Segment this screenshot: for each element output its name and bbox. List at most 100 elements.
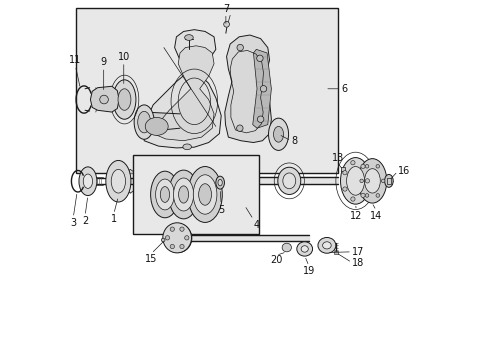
Circle shape <box>184 236 189 240</box>
FancyBboxPatch shape <box>133 155 258 234</box>
Ellipse shape <box>277 167 300 194</box>
Ellipse shape <box>145 117 168 135</box>
Ellipse shape <box>163 223 191 253</box>
Ellipse shape <box>111 170 125 193</box>
Circle shape <box>375 165 379 168</box>
Ellipse shape <box>113 80 136 119</box>
Ellipse shape <box>79 167 97 195</box>
Text: 7: 7 <box>223 4 228 14</box>
Ellipse shape <box>173 178 193 211</box>
Circle shape <box>165 236 169 240</box>
Text: 11: 11 <box>69 55 81 66</box>
Ellipse shape <box>184 35 193 40</box>
Text: 14: 14 <box>369 211 382 221</box>
Text: 6: 6 <box>341 84 346 94</box>
Ellipse shape <box>164 224 191 252</box>
Circle shape <box>342 187 346 191</box>
Text: 9: 9 <box>101 57 106 67</box>
Ellipse shape <box>118 89 131 110</box>
Polygon shape <box>224 35 271 143</box>
Circle shape <box>236 125 243 131</box>
Circle shape <box>360 193 365 198</box>
Circle shape <box>161 238 164 242</box>
Bar <box>386 178 390 184</box>
Text: 20: 20 <box>269 255 282 265</box>
Ellipse shape <box>134 105 154 139</box>
Ellipse shape <box>346 167 364 195</box>
Circle shape <box>180 228 184 232</box>
Bar <box>340 167 344 171</box>
Text: 4: 4 <box>253 220 259 230</box>
Circle shape <box>184 236 188 240</box>
Polygon shape <box>252 49 271 128</box>
Circle shape <box>171 228 176 232</box>
Circle shape <box>170 227 174 231</box>
Text: 12: 12 <box>349 211 362 221</box>
Text: 18: 18 <box>351 257 364 267</box>
Circle shape <box>260 86 266 92</box>
Circle shape <box>375 194 379 197</box>
Circle shape <box>350 197 354 201</box>
Text: 1: 1 <box>110 214 117 224</box>
Ellipse shape <box>150 171 179 218</box>
Ellipse shape <box>384 174 392 187</box>
Text: 13: 13 <box>331 153 343 163</box>
Circle shape <box>180 227 184 231</box>
Circle shape <box>381 179 384 183</box>
Ellipse shape <box>215 176 224 189</box>
Ellipse shape <box>301 246 307 252</box>
Polygon shape <box>90 86 119 112</box>
Ellipse shape <box>187 167 222 222</box>
Circle shape <box>100 95 108 104</box>
Bar <box>333 251 337 253</box>
Ellipse shape <box>183 144 191 150</box>
Text: 19: 19 <box>302 266 314 276</box>
Ellipse shape <box>317 238 335 253</box>
Circle shape <box>350 161 354 165</box>
Ellipse shape <box>178 186 188 203</box>
FancyBboxPatch shape <box>76 8 337 173</box>
Text: 10: 10 <box>118 52 130 62</box>
Circle shape <box>224 21 229 27</box>
Ellipse shape <box>138 111 150 133</box>
Ellipse shape <box>282 173 295 189</box>
Ellipse shape <box>364 169 380 193</box>
Text: 2: 2 <box>82 216 88 226</box>
Ellipse shape <box>160 186 169 202</box>
Polygon shape <box>153 46 214 141</box>
Circle shape <box>180 244 184 249</box>
Ellipse shape <box>282 243 291 252</box>
Text: 17: 17 <box>351 247 364 257</box>
Circle shape <box>256 55 263 62</box>
Circle shape <box>170 244 174 249</box>
Ellipse shape <box>193 175 217 214</box>
Text: 8: 8 <box>290 136 297 146</box>
Ellipse shape <box>357 159 386 203</box>
Text: 15: 15 <box>145 253 157 264</box>
Ellipse shape <box>198 184 211 205</box>
Circle shape <box>167 236 171 240</box>
Ellipse shape <box>168 170 198 219</box>
Ellipse shape <box>105 161 131 202</box>
Text: 16: 16 <box>397 166 409 176</box>
Ellipse shape <box>155 179 174 210</box>
Circle shape <box>360 164 365 168</box>
Circle shape <box>342 171 346 175</box>
Ellipse shape <box>218 179 222 186</box>
Circle shape <box>359 179 363 183</box>
Circle shape <box>365 179 369 183</box>
Ellipse shape <box>273 126 283 142</box>
Circle shape <box>237 44 243 51</box>
Circle shape <box>180 244 184 249</box>
Ellipse shape <box>296 242 312 256</box>
Ellipse shape <box>340 158 370 204</box>
Circle shape <box>365 194 368 197</box>
Circle shape <box>171 244 176 249</box>
Ellipse shape <box>268 118 288 150</box>
Ellipse shape <box>83 174 92 188</box>
Polygon shape <box>144 30 221 148</box>
Text: 5: 5 <box>218 204 224 215</box>
Circle shape <box>257 116 264 122</box>
Circle shape <box>365 165 368 168</box>
Ellipse shape <box>322 242 330 249</box>
